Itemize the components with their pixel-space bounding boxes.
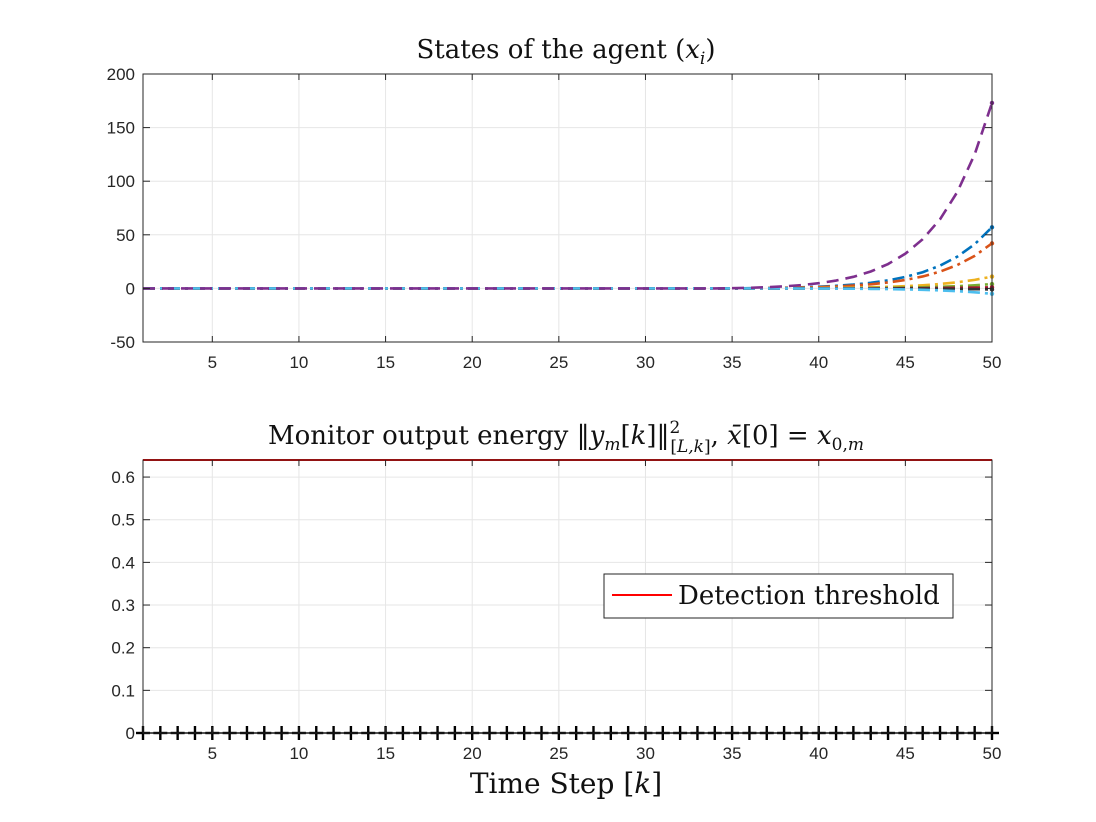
states-xtick-label: 40 <box>809 353 828 372</box>
states-ytick-label: 100 <box>107 172 135 191</box>
monitor-xtick-label: 20 <box>463 744 482 763</box>
monitor-xtick-label: 30 <box>636 744 655 763</box>
states-ytick-label: -50 <box>110 333 135 352</box>
states-ytick-label: 150 <box>107 119 135 138</box>
monitor-chart: Monitor output energy ‖ym[k]‖2 [L,k], x̄[… <box>111 418 1001 800</box>
states-xtick-label: 25 <box>549 353 568 372</box>
states-xtick-label: 20 <box>463 353 482 372</box>
monitor-xtick-label: 40 <box>809 744 828 763</box>
states-xtick-label: 50 <box>983 353 1002 372</box>
states-ytick-label: 50 <box>116 226 135 245</box>
states-chart-title: States of the agent (xi) <box>417 35 716 69</box>
states-chart: States of the agent (xi) 5 10 15 20 25 30 35 40… <box>107 35 1002 372</box>
states-axes-box <box>142 73 993 343</box>
monitor-xtick-label: 45 <box>896 744 915 763</box>
states-ticks: 5 10 15 20 25 30 35 40 45 50 -50 0 50 100 150 200 <box>107 65 1002 372</box>
states-xtick-label: 35 <box>723 353 742 372</box>
states-xtick-label: 30 <box>636 353 655 372</box>
legend: Detection threshold <box>603 573 954 619</box>
states-ytick-label: 200 <box>107 65 135 84</box>
states-xtick-label: 45 <box>896 353 915 372</box>
monitor-ytick-label: 0.2 <box>111 639 135 658</box>
monitor-ytick-label: 0.5 <box>111 511 135 530</box>
monitor-xtick-label: 10 <box>289 744 308 763</box>
monitor-chart-title: Monitor output energy ‖ym[k]‖2 [L,k], x̄[… <box>268 418 864 457</box>
legend-threshold-label: Detection threshold <box>678 581 940 611</box>
monitor-ticks: 5 10 15 20 25 30 35 40 45 50 0 0.1 0.2 0.3 0.4 0.5 0.6 <box>111 460 1001 763</box>
monitor-xtick-label: 25 <box>549 744 568 763</box>
monitor-xlabel: Time Step [k] <box>470 767 662 800</box>
monitor-ytick-label: 0.1 <box>111 681 135 700</box>
monitor-xtick-label: 35 <box>723 744 742 763</box>
states-ytick-label: 0 <box>126 279 135 298</box>
monitor-ytick-label: 0.4 <box>111 553 135 572</box>
states-xtick-label: 15 <box>376 353 395 372</box>
monitor-xtick-label: 50 <box>983 744 1002 763</box>
state-series-line-x4 <box>143 102 994 290</box>
monitor-ytick-label: 0 <box>126 724 135 743</box>
state-series-line-x2 <box>143 242 993 290</box>
states-xtick-label: 5 <box>208 353 217 372</box>
monitor-xtick-label: 5 <box>208 744 217 763</box>
states-plot-area <box>143 74 992 342</box>
states-xtick-label: 10 <box>289 353 308 372</box>
monitor-ytick-label: 0.6 <box>111 468 135 487</box>
monitor-axes-box <box>142 459 993 734</box>
states-series <box>143 100 995 296</box>
monitor-xtick-label: 15 <box>376 744 395 763</box>
state-series-line-x6 <box>143 287 993 296</box>
monitor-ytick-label: 0.3 <box>111 596 135 615</box>
